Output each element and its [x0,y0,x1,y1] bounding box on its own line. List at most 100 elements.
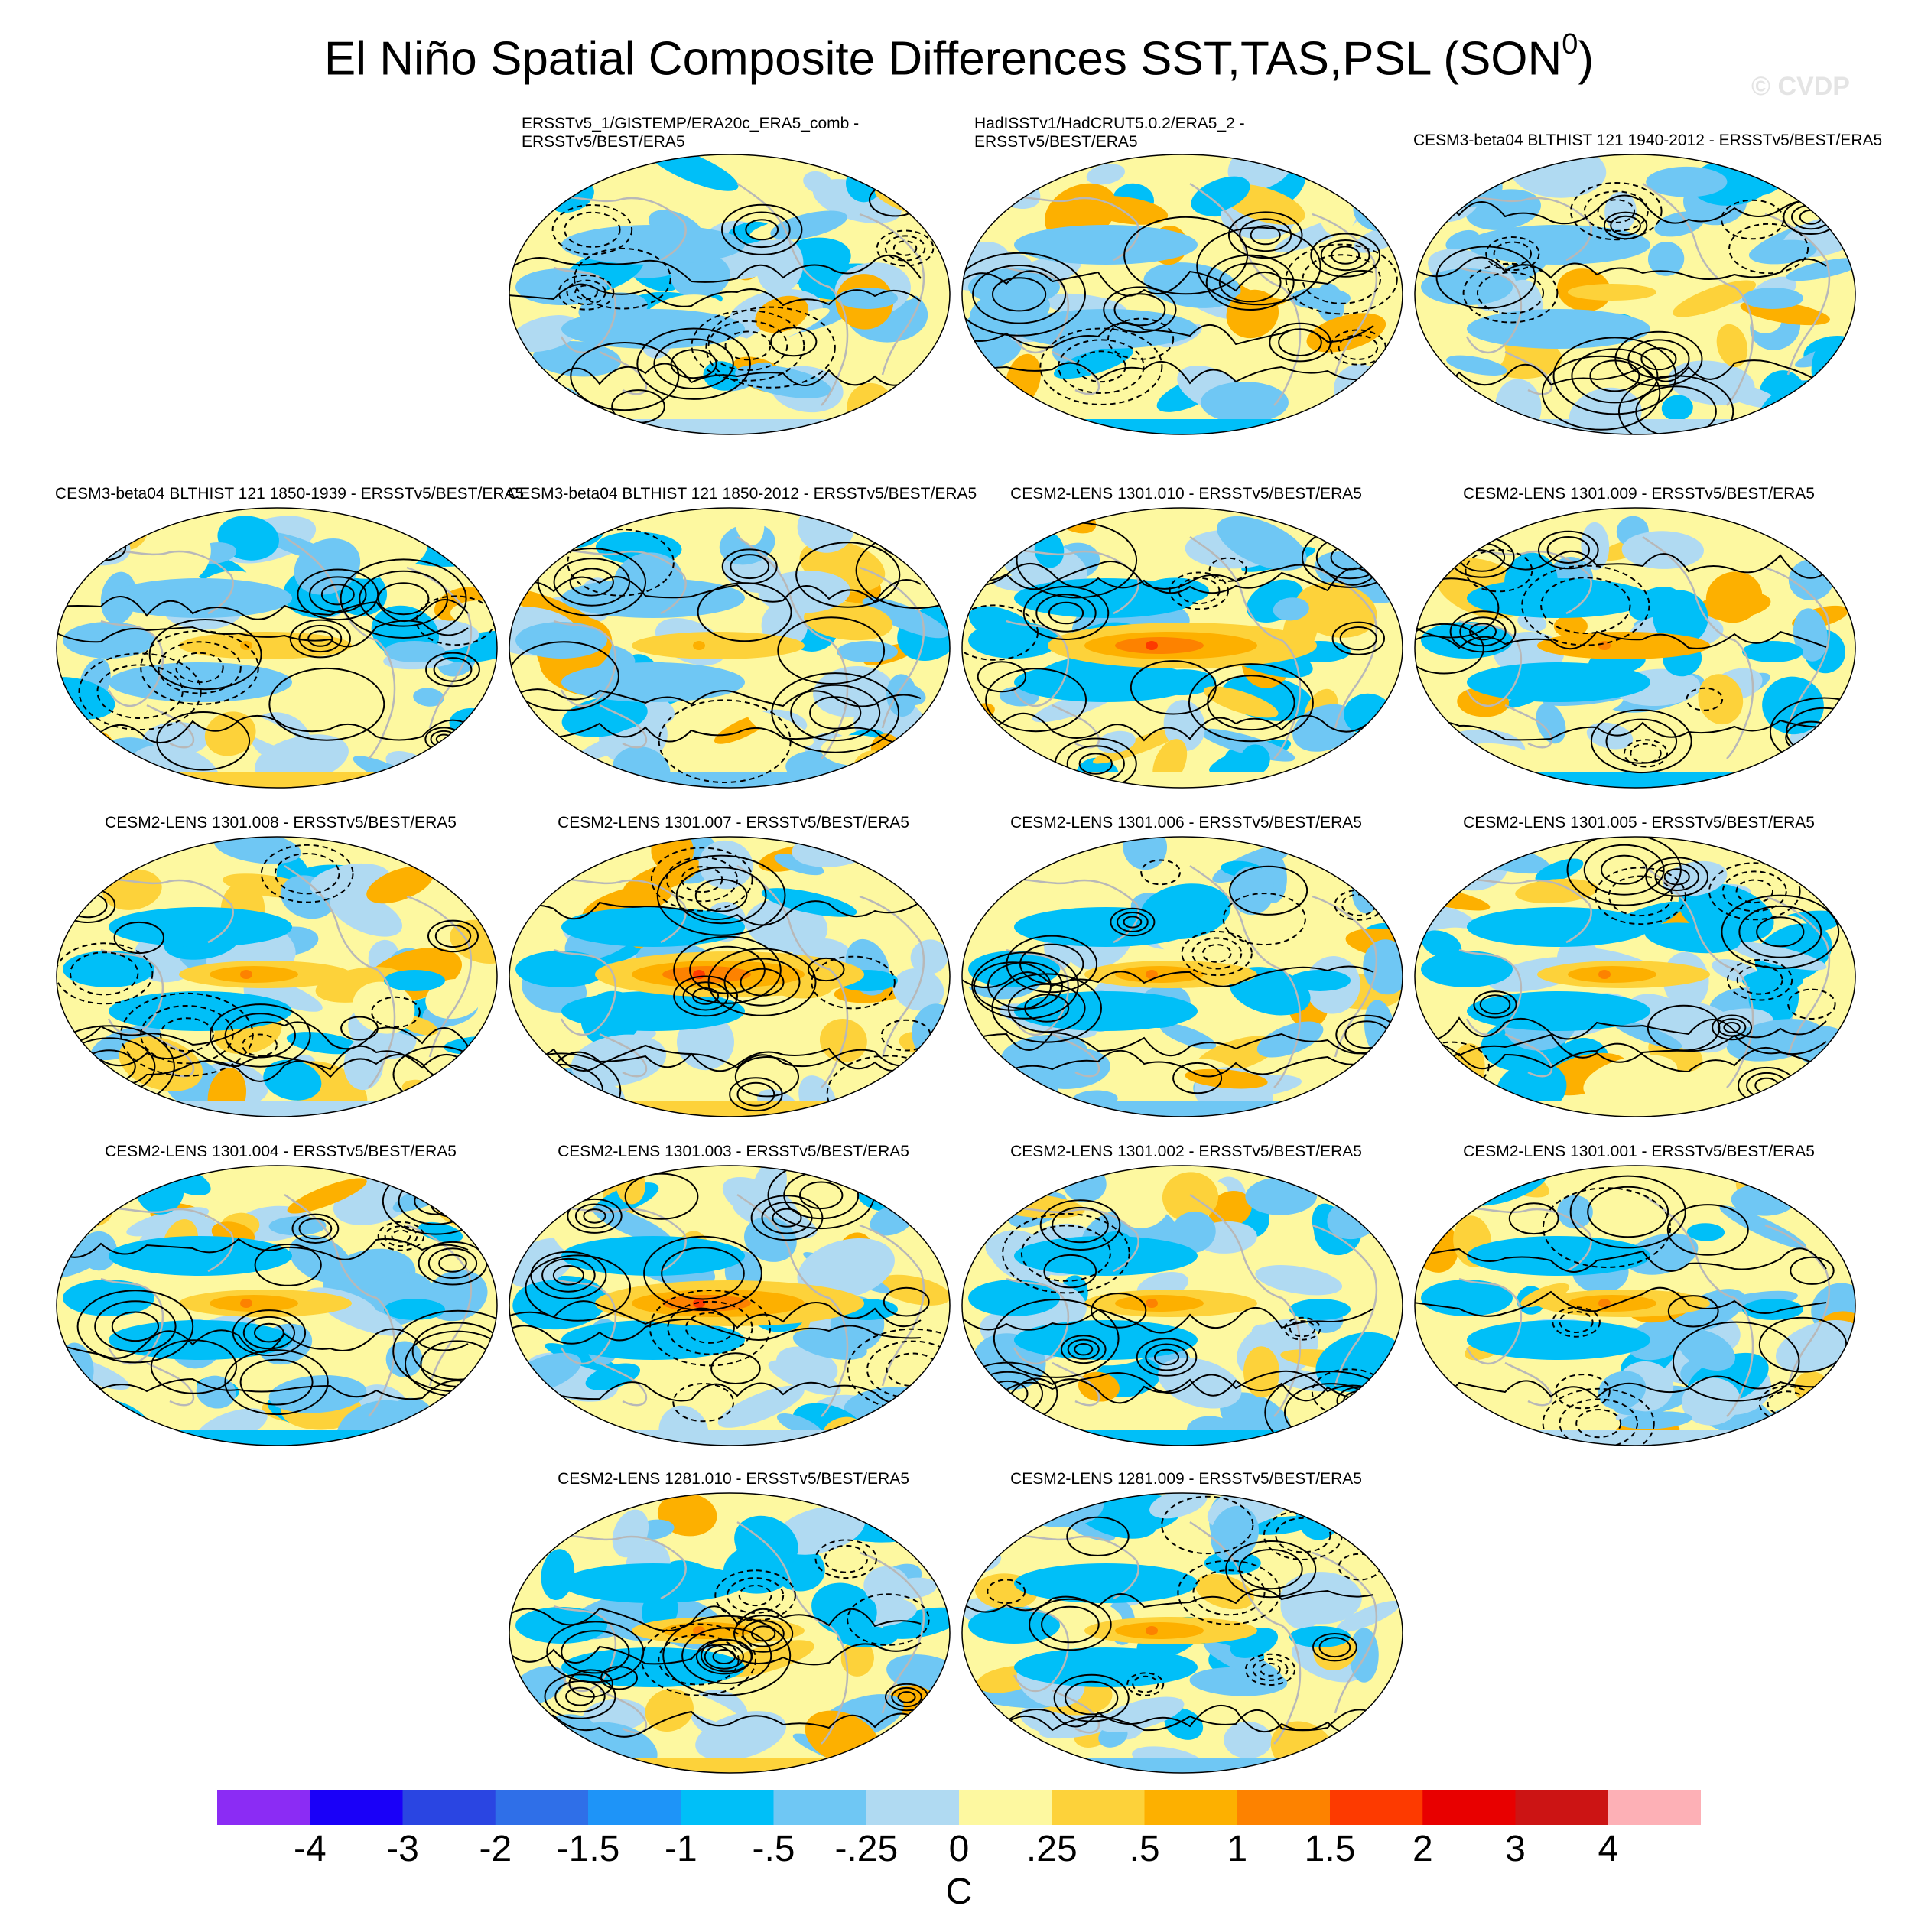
psl-contour [1666,1204,1749,1256]
anomaly-blob [1646,166,1728,197]
psl-contour [1485,236,1540,272]
colorbar-swatch [1515,1790,1609,1825]
psl-contour [519,1063,603,1117]
anomaly-blob [1553,615,1588,638]
coastline [990,548,1139,615]
antarctic-strip [509,1101,950,1117]
psl-contour [1091,1293,1147,1329]
anomaly-blob [698,840,753,890]
psl-contour [209,1003,311,1068]
psl-contour [148,619,262,691]
psl-contour [1721,870,1787,912]
panel-title-line: ERSSTv5_1/GISTEMP/ERA20c_ERA5_comb - [522,115,860,132]
psl-contour [1066,1516,1130,1556]
anomaly-blob [717,1385,805,1428]
psl-contour [1435,246,1536,309]
anomaly-blob [1673,280,1757,317]
psl-contour [807,957,845,982]
enso-tongue [1568,966,1656,983]
colorbar-tick-label: 1 [1227,1829,1248,1869]
psl-contour [1113,293,1166,327]
cool-band [1467,991,1650,1031]
anomaly-blob [1762,676,1824,735]
coastline [1189,1521,1302,1745]
psl-contour [891,1686,922,1708]
psl-contour [1449,610,1517,653]
cool-band [384,1299,445,1320]
panel-title: CESM2-LENS 1301.008 - ERSSTv5/BEST/ERA5 [55,814,506,832]
colorbar-tick-label: -.5 [752,1829,795,1869]
panel-title-line: CESM2-LENS 1301.005 - ERSSTv5/BEST/ERA5 [1463,814,1815,831]
cool-band [1467,907,1650,947]
anomaly-blob [510,315,581,353]
anomaly-blob [888,154,950,202]
psl-contour [289,619,351,659]
panel-title: CESM2-LENS 1301.006 - ERSSTv5/BEST/ERA5 [961,814,1412,832]
map-panel-9 [509,836,951,1117]
psl-contour [643,1235,762,1311]
psl-contour [568,1669,613,1698]
psl-contour [684,1312,735,1344]
psl-contour [972,265,1067,324]
anomaly-blob [366,866,434,904]
psl-contour-line [962,1049,1374,1078]
map-panel: ERSSTv5_1/GISTEMP/ERA20c_ERA5_comb - ERSS… [508,115,959,444]
psl-contour [682,981,729,1011]
anomaly-blob [1786,258,1855,281]
psl-contour [57,942,154,1005]
psl-contour [76,1290,194,1364]
psl-contour [1227,211,1303,259]
psl-contour-line [962,269,1374,297]
psl-contour [274,853,340,895]
psl-contour [1205,254,1295,311]
colorbar-swatch [866,1790,960,1825]
panel-title-line: CESM2-LENS 1301.002 - ERSSTv5/BEST/ERA5 [1010,1143,1362,1160]
anomaly-blob [1661,395,1693,421]
anomaly-blob [1415,1407,1455,1435]
psl-contour [809,696,862,730]
colorbar-swatch [217,1790,310,1825]
colorbar-swatch [588,1790,681,1825]
psl-contour [1735,879,1773,904]
psl-contour [1546,536,1591,564]
map-border [509,154,951,435]
psl-contour [656,854,786,936]
panel-title: ERSSTv5_1/GISTEMP/ERA20c_ERA5_comb - ERSS… [522,115,973,151]
enso-tongue [693,641,705,650]
psl-contour [883,1286,930,1317]
psl-contour [1043,1254,1097,1289]
psl-contour [1006,935,1098,994]
psl-contour [710,1352,761,1385]
psl-contour [574,285,598,301]
psl-contour [1614,330,1703,387]
colorbar-swatch [773,1790,867,1825]
psl-contour [1107,317,1175,360]
psl-contour [224,1349,329,1416]
psl-contour [260,844,354,903]
psl-contour [150,1339,237,1394]
psl-contour [1540,577,1631,635]
psl-contour [1723,1022,1741,1033]
psl-contour-line [509,363,922,387]
anomaly-blob [797,1238,895,1300]
enso-tongue [1598,1299,1611,1308]
psl-contour [1583,844,1665,896]
anomaly-blob [263,1059,322,1101]
map-panel-8 [56,836,498,1117]
anomaly-blob [585,1363,641,1390]
anomaly-blob [804,601,893,641]
anomaly-blob [1201,382,1289,424]
psl-contour [681,1627,772,1684]
psl-contour-line [509,1300,922,1329]
psl-contour [1605,718,1678,764]
antarctic-strip [509,419,950,434]
anomaly-blob [592,1205,673,1245]
psl-contour [1022,586,1110,640]
anomaly-blob [792,1329,867,1360]
enso-tongue [210,1295,298,1312]
psl-contour [993,1299,1120,1378]
coastline [599,1361,648,1407]
coastline [1443,877,1592,944]
coastline [1189,535,1302,759]
anomaly-blob [991,1418,1049,1446]
